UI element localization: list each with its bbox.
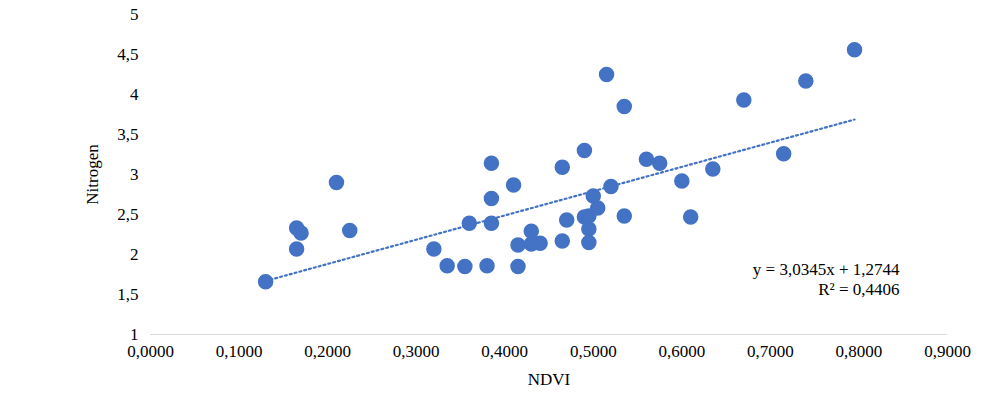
svg-text:1: 1: [130, 324, 139, 344]
svg-text:0,8000: 0,8000: [836, 342, 883, 361]
svg-text:2,5: 2,5: [117, 205, 138, 224]
svg-text:0,2000: 0,2000: [304, 342, 351, 361]
svg-text:0,0000: 0,0000: [127, 342, 174, 361]
svg-text:0,7000: 0,7000: [747, 342, 794, 361]
svg-text:y = 3,0345x + 1,2744R² = 0,440: y = 3,0345x + 1,2744R² = 0,4406: [753, 260, 900, 299]
svg-text:4,5: 4,5: [117, 45, 138, 64]
svg-text:0,5000: 0,5000: [570, 342, 617, 361]
svg-text:0,9000: 0,9000: [924, 342, 971, 361]
svg-text:Nitrogen: Nitrogen: [83, 144, 102, 205]
svg-text:3,5: 3,5: [117, 125, 138, 144]
svg-text:4: 4: [130, 85, 139, 104]
svg-text:3: 3: [130, 165, 139, 184]
svg-text:NDVI: NDVI: [528, 370, 571, 389]
svg-text:0,3000: 0,3000: [393, 342, 440, 361]
svg-text:0,1000: 0,1000: [216, 342, 263, 361]
svg-text:2: 2: [130, 245, 139, 264]
svg-text:1,5: 1,5: [117, 285, 138, 304]
svg-text:5: 5: [130, 5, 139, 24]
svg-text:0,4000: 0,4000: [481, 342, 528, 361]
svg-text:0,6000: 0,6000: [658, 342, 705, 361]
